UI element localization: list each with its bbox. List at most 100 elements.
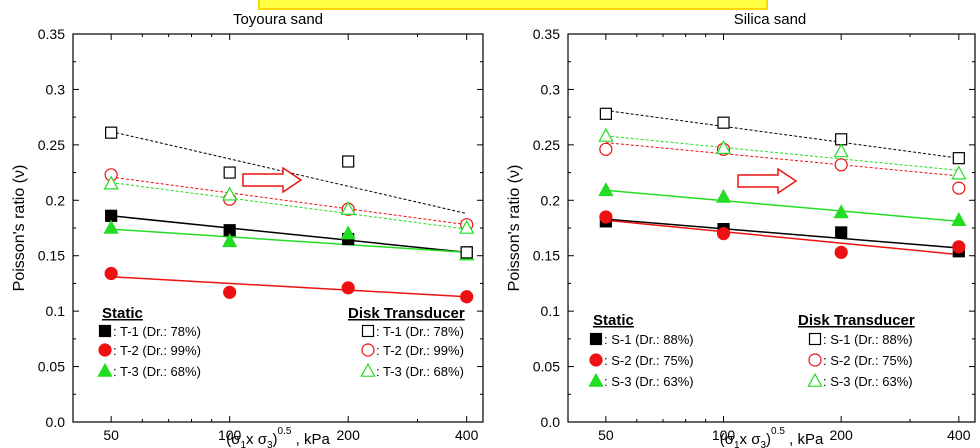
toyoura-legend-label: : T-1 (Dr.: 78%) [376,324,464,339]
silica-x-axis-label-close: ) [766,431,771,448]
silica-y-tick-label: 0.35 [533,26,560,42]
toyoura-x-axis-label-mid: x σ [246,431,268,448]
toyoura-legend-marker [97,362,113,377]
silica-data-point [717,116,730,129]
silica-x-axis-label-main: (σ [720,431,735,448]
silica-legend-static-title: Static [593,312,634,329]
silica-data-point [952,152,965,165]
silica-fit-line-static-0 [605,218,959,249]
toyoura-legend-marker [361,343,375,357]
toyoura-trend-arrow [242,166,303,194]
toyoura-y-tick-label: 0.3 [46,81,66,97]
silica-data-point [599,210,613,224]
toyoura-data-point [460,246,473,259]
highlight-banner [258,0,768,10]
toyoura-legend-item-static-1: : T-2 (Dr.: 99%) [98,343,201,358]
toyoura-data-point [222,186,238,201]
toyoura-fit-line-static-0 [111,215,467,254]
toyoura-data-point [459,219,475,234]
silica-fit-line-static-2 [605,189,959,223]
silica-x-tick-label: 400 [947,427,971,443]
silica-data-point [716,226,731,241]
silica-y-tick-label: 0.25 [533,137,560,153]
toyoura-legend-marker [360,362,376,377]
toyoura-legend-marker [361,324,375,338]
toyoura-series-disk-5 [103,175,475,234]
toyoura-legend-label: : T-3 (Dr.: 68%) [113,364,201,379]
silica-x-tick-label: 100 [712,427,736,443]
silica-data-point [952,181,966,195]
silica-legend-item-disk-2: : S-3 (Dr.: 63%) [807,372,913,389]
silica-legend-label: : S-3 (Dr.: 63%) [823,374,913,389]
toyoura-fit-line-disk-5 [111,182,467,230]
silica-data-point [833,143,849,158]
toyoura-data-point [223,166,236,179]
silica-legend-marker [588,372,604,387]
toyoura-data-point [341,281,355,295]
silica-legend-label: : S-3 (Dr.: 63%) [604,374,694,389]
toyoura-x-axis-label-sub3: 3 [267,440,273,448]
silica-data-point [599,142,613,156]
toyoura-legend-item-disk-2: : T-3 (Dr.: 68%) [360,362,464,379]
silica-data-point [835,133,848,146]
silica-y-tick-label: 0.05 [533,359,560,375]
silica-series-static-1 [599,210,966,259]
toyoura-x-axis-label-sub1: 1 [240,440,246,448]
silica-legend-label: : S-2 (Dr.: 75%) [604,353,694,368]
silica-legend-marker [589,332,603,346]
toyoura-legend-marker [98,343,112,357]
silica-legend-marker [807,372,823,387]
silica-legend-label: : S-2 (Dr.: 75%) [823,353,913,368]
silica-data-point [715,139,732,154]
silica-x-axis-label-unit: , kPa [785,431,824,448]
silica-x-axis-label-mid: x σ [740,431,762,448]
silica-data-point [951,165,967,180]
toyoura-data-point [105,209,118,222]
silica-data-point [715,188,732,203]
toyoura-x-tick-label: 400 [455,427,479,443]
silica-x-axis-label: (σ1x σ3)0.5 , kPa [720,426,824,448]
silica-data-point [835,226,848,239]
silica-legend-item-static-1: : S-2 (Dr.: 75%) [589,353,694,368]
toyoura-data-point [342,155,355,168]
silica-data-point [598,182,614,197]
silica-x-axis-label-sub1: 1 [734,440,740,448]
toyoura-series-static-1 [104,266,474,304]
silica-x-axis-label-sub3: 3 [760,440,766,448]
toyoura-x-tick-label: 100 [218,427,242,443]
toyoura-x-axis-label-close: ) [273,431,278,448]
toyoura-series-disk-3 [105,126,473,259]
toyoura-x-axis-label-main: (σ [226,431,241,448]
toyoura-legend-static-title: Static [102,305,143,322]
toyoura-legend-item-disk-1: : T-2 (Dr.: 99%) [361,343,464,358]
silica-fit-line-disk-4 [605,142,959,177]
toyoura-chart-title: Toyoura sand [233,11,323,28]
toyoura-legend-label: : T-3 (Dr.: 68%) [376,364,464,379]
toyoura-x-tick-label: 50 [103,427,119,443]
toyoura-y-tick-label: 0.2 [46,192,66,208]
toyoura-legend-marker [98,324,112,338]
silica-series-disk-5 [598,127,967,180]
silica-legend-marker [808,332,822,346]
toyoura-data-point [103,219,119,234]
silica-data-point [599,107,612,120]
toyoura-y-tick-label: 0.35 [38,26,65,42]
silica-legend-disk-title: Disk Transducer [798,312,915,329]
silica-x-tick-label: 200 [829,427,853,443]
silica-legend-marker [589,353,603,367]
silica-data-point [952,240,966,254]
toyoura-data-point [340,225,356,240]
toyoura-y-tick-label: 0.15 [38,248,65,264]
silica-legend-label: : S-1 (Dr.: 88%) [823,332,913,347]
toyoura-y-axis-label: Poisson's ratio (ν) [11,165,28,292]
toyoura-legend-label: : T-2 (Dr.: 99%) [376,343,464,358]
silica-x-tick-label: 50 [598,427,614,443]
toyoura-legend-item-static-2: : T-3 (Dr.: 68%) [97,362,201,379]
silica-legend-label: : S-1 (Dr.: 88%) [604,332,694,347]
toyoura-x-axis-label-sup: 0.5 [278,426,292,437]
silica-x-axis-label-sup: 0.5 [771,426,785,437]
silica-legend-item-disk-1: : S-2 (Dr.: 75%) [808,353,913,368]
silica-chart-title: Silica sand [734,11,807,28]
silica-trend-arrow [737,167,798,195]
toyoura-x-axis-label: (σ1x σ3)0.5 , kPa [226,426,330,448]
